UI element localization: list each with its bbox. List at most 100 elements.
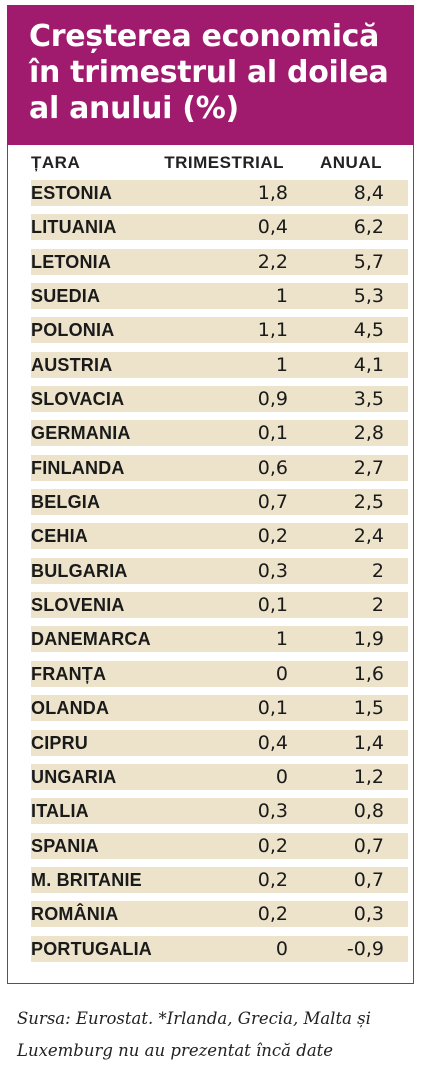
cell-annual: 0,8	[354, 801, 384, 821]
table-header: ȚARA TRIMESTRIAL ANUAL	[31, 148, 396, 176]
column-header-annual: ANUAL	[320, 153, 382, 173]
cell-annual: 1,2	[354, 767, 384, 787]
cell-country: POLONIA	[31, 320, 114, 340]
cell-country: SLOVENIA	[31, 595, 125, 615]
cell-quarterly: 0	[276, 767, 288, 787]
cell-quarterly: 0,3	[258, 801, 288, 821]
cell-quarterly: 1,8	[258, 183, 288, 203]
table-row: ROMÂNIA 0,2 0,3	[31, 901, 408, 927]
table-row: DANEMARCA 1 1,9	[31, 626, 408, 652]
table-body: ESTONIA 1,8 8,4 LITUANIA 0,4 6,2 LETONIA 2,2 5,7…	[31, 180, 408, 970]
cell-country: M. BRITANIE	[31, 870, 142, 890]
source-note: Sursa: Eurostat. *Irlanda, Grecia, Malta…	[17, 1003, 417, 1067]
cell-country: AUSTRIA	[31, 355, 112, 375]
cell-quarterly: 1	[276, 629, 288, 649]
table-row: POLONIA 1,1 4,5	[31, 317, 408, 343]
cell-quarterly: 0,1	[258, 698, 288, 718]
cell-annual: 4,5	[354, 320, 384, 340]
cell-quarterly: 0,3	[258, 561, 288, 581]
table-row: PORTUGALIA 0 -0,9	[31, 936, 408, 962]
cell-quarterly: 0	[276, 664, 288, 684]
cell-annual: 2	[372, 561, 384, 581]
table-row: UNGARIA 0 1,2	[31, 764, 408, 790]
cell-annual: 8,4	[354, 183, 384, 203]
cell-country: PORTUGALIA	[31, 939, 152, 959]
cell-country: FRANȚA	[31, 664, 106, 684]
cell-country: CEHIA	[31, 526, 88, 546]
cell-annual: 2	[372, 595, 384, 615]
cell-country: BULGARIA	[31, 561, 128, 581]
table-row: M. BRITANIE 0,2 0,7	[31, 867, 408, 893]
cell-quarterly: 2,2	[258, 252, 288, 272]
table-row: LETONIA 2,2 5,7	[31, 249, 408, 275]
cell-annual: 5,3	[354, 286, 384, 306]
table-row: FRANȚA 0 1,6	[31, 661, 408, 687]
cell-country: LETONIA	[31, 252, 111, 272]
cell-annual: 6,2	[354, 217, 384, 237]
table-row: FINLANDA 0,6 2,7	[31, 455, 408, 481]
cell-country: SLOVACIA	[31, 389, 124, 409]
cell-country: CIPRU	[31, 733, 88, 753]
cell-country: DANEMARCA	[31, 629, 151, 649]
cell-annual: 1,6	[354, 664, 384, 684]
cell-quarterly: 0,7	[258, 492, 288, 512]
cell-annual: 4,1	[354, 355, 384, 375]
cell-annual: 0,7	[354, 836, 384, 856]
cell-country: ROMÂNIA	[31, 904, 118, 924]
cell-quarterly: 0,9	[258, 389, 288, 409]
cell-annual: 3,5	[354, 389, 384, 409]
cell-quarterly: 0,1	[258, 423, 288, 443]
table-row: ITALIA 0,3 0,8	[31, 798, 408, 824]
cell-quarterly: 0,2	[258, 870, 288, 890]
cell-quarterly: 1,1	[258, 320, 288, 340]
cell-quarterly: 0,1	[258, 595, 288, 615]
table-row: AUSTRIA 1 4,1	[31, 352, 408, 378]
cell-annual: 0,3	[354, 904, 384, 924]
cell-country: ESTONIA	[31, 183, 112, 203]
cell-annual: 2,8	[354, 423, 384, 443]
cell-annual: 2,7	[354, 458, 384, 478]
cell-annual: 1,9	[354, 629, 384, 649]
cell-quarterly: 0,4	[258, 733, 288, 753]
table-row: BELGIA 0,7 2,5	[31, 489, 408, 515]
table-row: SLOVENIA 0,1 2	[31, 592, 408, 618]
cell-country: SPANIA	[31, 836, 99, 856]
cell-annual: 2,4	[354, 526, 384, 546]
title-banner: Creșterea economică în trimestrul al doi…	[7, 5, 414, 145]
chart-title: Creșterea economică în trimestrul al doi…	[29, 19, 396, 127]
cell-annual: 2,5	[354, 492, 384, 512]
table-row: SUEDIA 1 5,3	[31, 283, 408, 309]
cell-annual: 5,7	[354, 252, 384, 272]
cell-quarterly: 0,2	[258, 836, 288, 856]
cell-annual: -0,9	[347, 939, 384, 959]
cell-quarterly: 0,6	[258, 458, 288, 478]
cell-annual: 0,7	[354, 870, 384, 890]
cell-quarterly: 0	[276, 939, 288, 959]
table-row: GERMANIA 0,1 2,8	[31, 420, 408, 446]
cell-country: OLANDA	[31, 698, 109, 718]
cell-quarterly: 1	[276, 355, 288, 375]
table-row: SLOVACIA 0,9 3,5	[31, 386, 408, 412]
cell-country: GERMANIA	[31, 423, 131, 443]
cell-country: FINLANDA	[31, 458, 125, 478]
table-row: CEHIA 0,2 2,4	[31, 523, 408, 549]
table-row: SPANIA 0,2 0,7	[31, 833, 408, 859]
cell-quarterly: 1	[276, 286, 288, 306]
table-row: CIPRU 0,4 1,4	[31, 730, 408, 756]
column-header-country: ȚARA	[31, 153, 80, 173]
table-row: OLANDA 0,1 1,5	[31, 695, 408, 721]
cell-annual: 1,5	[354, 698, 384, 718]
cell-annual: 1,4	[354, 733, 384, 753]
cell-country: SUEDIA	[31, 286, 100, 306]
table-row: ESTONIA 1,8 8,4	[31, 180, 408, 206]
cell-quarterly: 0,2	[258, 904, 288, 924]
cell-quarterly: 0,2	[258, 526, 288, 546]
column-header-quarterly: TRIMESTRIAL	[164, 153, 284, 173]
cell-country: UNGARIA	[31, 767, 116, 787]
cell-country: ITALIA	[31, 801, 89, 821]
cell-country: LITUANIA	[31, 217, 117, 237]
cell-quarterly: 0,4	[258, 217, 288, 237]
table-row: LITUANIA 0,4 6,2	[31, 214, 408, 240]
table-row: BULGARIA 0,3 2	[31, 558, 408, 584]
cell-country: BELGIA	[31, 492, 100, 512]
